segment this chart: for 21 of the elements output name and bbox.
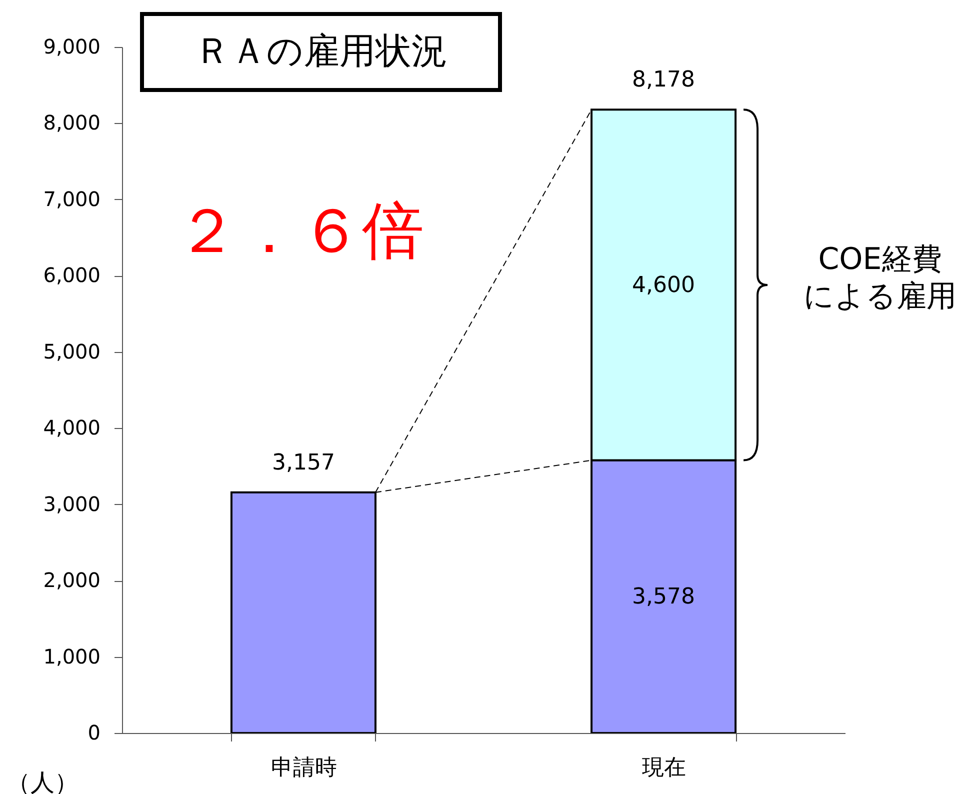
- data-label: 4,600: [632, 272, 696, 298]
- annotation: ２．６倍: [175, 194, 425, 267]
- annotation: による雇用: [802, 279, 958, 314]
- y-tick-label: 1,000: [43, 644, 100, 668]
- total-label: 3,157: [272, 450, 335, 476]
- y-tick-label: 0: [88, 720, 100, 744]
- total-label: 8,178: [632, 68, 696, 93]
- y-tick-label: 4,000: [43, 416, 100, 440]
- bar: [230, 491, 376, 734]
- data-label: 3,578: [632, 584, 696, 610]
- y-tick-label: 7,000: [43, 186, 100, 211]
- y-tick-label: 5,000: [43, 339, 100, 364]
- x-tick-label: 申請時: [270, 756, 337, 780]
- annotation: COE経費: [817, 242, 943, 278]
- y-tick-label: 2,000: [43, 568, 100, 592]
- y-tick-label: 6,000: [43, 263, 100, 288]
- y-tick-label: 9,000: [43, 34, 100, 58]
- y-tick-label: 3,000: [43, 492, 100, 516]
- y-tick-label: 8,000: [43, 110, 100, 135]
- chart-title: ＲＡの雇用状況: [140, 12, 502, 92]
- x-tick-label: 現在: [642, 756, 686, 780]
